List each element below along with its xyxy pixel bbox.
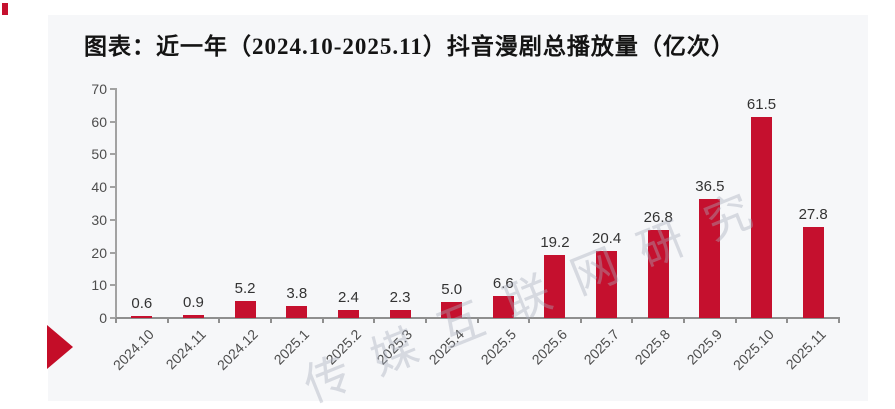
x-axis-label: 2025.1 (270, 326, 313, 368)
bar (647, 230, 669, 318)
x-tick-mark (579, 318, 582, 323)
x-axis-label: 2025.3 (373, 326, 416, 368)
x-tick-mark (734, 318, 737, 323)
bar (544, 255, 566, 318)
x-tick-mark (683, 318, 686, 323)
bar-value-label: 0.6 (131, 295, 153, 312)
x-axis-label: 2025.4 (425, 326, 468, 368)
y-tick-label: 20 (91, 244, 107, 261)
bar-value-label: 0.9 (183, 294, 204, 312)
bar (286, 305, 308, 318)
bar-value-label: 20.4 (591, 230, 622, 248)
bar (337, 310, 359, 318)
bar (596, 251, 618, 318)
y-tick-label: 40 (91, 179, 107, 196)
bar-value-label: 2.3 (389, 289, 411, 307)
red-arrow-marker-icon (47, 325, 73, 369)
x-tick-mark (321, 318, 324, 323)
x-tick-mark (373, 318, 376, 323)
x-axis-label: 2025.8 (631, 326, 674, 368)
x-tick-mark (166, 318, 169, 323)
x-axis-label: 2025.6 (528, 326, 571, 368)
x-tick-mark (269, 318, 272, 323)
bar (802, 227, 824, 318)
y-tick-label: 70 (91, 81, 107, 97)
x-axis-label: 2025.7 (580, 326, 622, 368)
x-tick-mark (786, 318, 789, 323)
bar (441, 301, 463, 318)
bar (699, 198, 721, 318)
x-axis-label: 2025.5 (477, 326, 519, 368)
x-axis-label: 2025.10 (729, 326, 777, 374)
x-tick-mark (115, 318, 117, 323)
bar-value-label: 5.2 (234, 279, 256, 297)
bar (182, 315, 204, 318)
x-tick-mark (838, 318, 840, 323)
bar-value-label: 3.8 (286, 284, 308, 302)
bar (389, 310, 411, 318)
y-tick-mark (110, 120, 116, 123)
y-axis (115, 88, 117, 319)
bar-value-label: 19.2 (540, 234, 570, 252)
bar (492, 296, 514, 318)
chart-card (48, 15, 868, 401)
x-tick-mark (528, 318, 531, 323)
x-axis-label: 2024.12 (213, 326, 261, 374)
x-tick-mark (424, 318, 427, 323)
y-tick-mark (110, 186, 116, 189)
bar-value-label: 2.4 (337, 289, 359, 307)
bar-value-label: 5.0 (441, 280, 463, 298)
top-left-red-dash-icon (2, 3, 8, 15)
bar-value-label: 6.6 (492, 275, 514, 293)
x-axis-label: 2025.11 (782, 326, 829, 373)
chart-title: 图表：近一年（2024.10-2025.11）抖音漫剧总播放量（亿次） (84, 34, 735, 59)
y-tick-mark (110, 218, 116, 221)
bar (751, 116, 773, 318)
bar (234, 300, 256, 318)
bar-value-label: 27.8 (798, 206, 828, 224)
x-axis-label: 2024.11 (162, 326, 209, 373)
x-tick-mark (218, 318, 221, 323)
y-tick-label: 0 (99, 310, 107, 326)
bar-value-label: 61.5 (746, 95, 777, 113)
y-tick-mark (110, 251, 116, 254)
y-tick-label: 60 (91, 113, 107, 130)
x-axis-label: 2025.9 (683, 326, 726, 368)
x-axis-label: 2025.2 (322, 326, 364, 368)
x-tick-mark (631, 318, 634, 323)
y-tick-label: 30 (91, 211, 107, 228)
x-tick-mark (476, 318, 479, 323)
y-tick-label: 50 (91, 146, 107, 163)
x-axis-label: 2024.10 (110, 326, 158, 374)
y-tick-mark (110, 88, 116, 90)
bar (131, 316, 153, 318)
y-tick-mark (110, 153, 116, 156)
y-tick-label: 10 (91, 277, 107, 294)
y-tick-mark (110, 284, 116, 287)
y-tick-mark (110, 317, 116, 319)
bar-value-label: 26.8 (643, 209, 673, 227)
bar-value-label: 36.5 (695, 177, 725, 195)
